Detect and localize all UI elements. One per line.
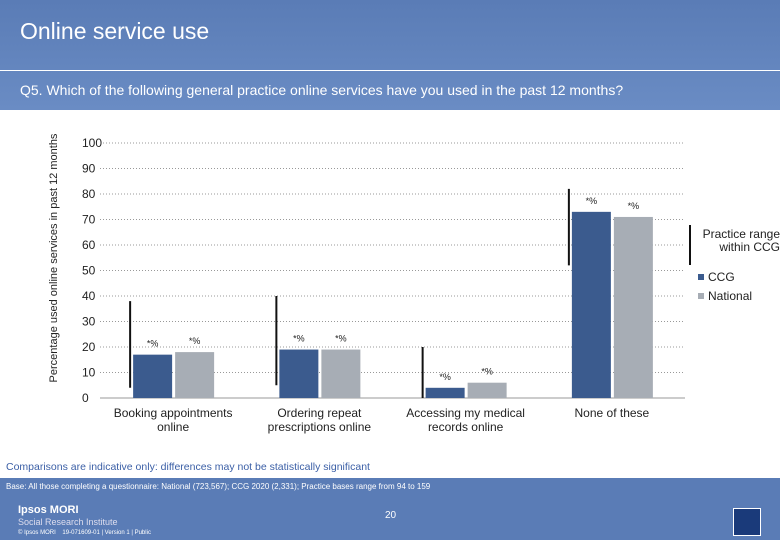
data-label: *%: [335, 334, 347, 344]
logo-icon: [733, 508, 761, 536]
question: Q5. Which of the following general pract…: [20, 82, 624, 98]
y-tick-label: 0: [82, 391, 89, 405]
legend-label: Practice range within CCG: [702, 227, 780, 254]
institute: Social Research Institute: [18, 517, 118, 527]
slide-title: Online service use: [20, 18, 210, 44]
y-tick-label: 80: [82, 187, 96, 201]
data-label: *%: [586, 196, 598, 206]
legend-label: CCG: [708, 270, 735, 284]
bar: [175, 352, 215, 398]
y-tick-label: 40: [82, 289, 96, 303]
x-tick-label: Accessing my medical records online: [406, 406, 525, 434]
credit: © Ipsos MORI 19-071609-01 | Version 1 | …: [18, 530, 151, 536]
data-label: *%: [147, 339, 159, 349]
bar: [425, 387, 465, 398]
x-tick-label: None of these: [574, 406, 650, 420]
page-number: 20: [385, 510, 397, 521]
data-label: *%: [481, 367, 493, 377]
logo: Ipsos MORI: [18, 504, 79, 516]
note: Comparisons are indicative only: differe…: [6, 461, 370, 473]
legend-swatch: [698, 274, 704, 280]
base: Base: All those completing a questionnai…: [6, 482, 431, 491]
y-tick-label: 10: [82, 366, 96, 380]
data-label: *%: [189, 336, 201, 346]
y-tick-label: 20: [82, 340, 96, 354]
legend-swatch: [698, 293, 704, 299]
y-tick-label: 30: [82, 315, 96, 329]
bar: [279, 349, 319, 398]
bar: [321, 349, 361, 398]
bar: [133, 354, 173, 398]
y-tick-label: 50: [82, 264, 96, 278]
x-tick-label: Ordering repeat prescriptions online: [267, 406, 372, 434]
y-tick-label: 70: [82, 213, 96, 227]
bar: [467, 382, 507, 398]
data-label: *%: [293, 334, 305, 344]
legend-label: National: [708, 289, 753, 303]
data-label: *%: [628, 201, 640, 211]
footer-band: [0, 478, 780, 540]
y-tick-label: 90: [82, 162, 96, 176]
data-label: *%: [439, 372, 451, 382]
header-band: [0, 0, 780, 110]
y-axis-label: Percentage used online services in past …: [48, 133, 60, 382]
bar: [613, 216, 653, 398]
y-tick-label: 60: [82, 238, 96, 252]
x-tick-label: Booking appointments online: [113, 406, 233, 434]
divider: [0, 70, 780, 71]
y-tick-label: 100: [82, 136, 102, 150]
bar: [571, 211, 611, 398]
